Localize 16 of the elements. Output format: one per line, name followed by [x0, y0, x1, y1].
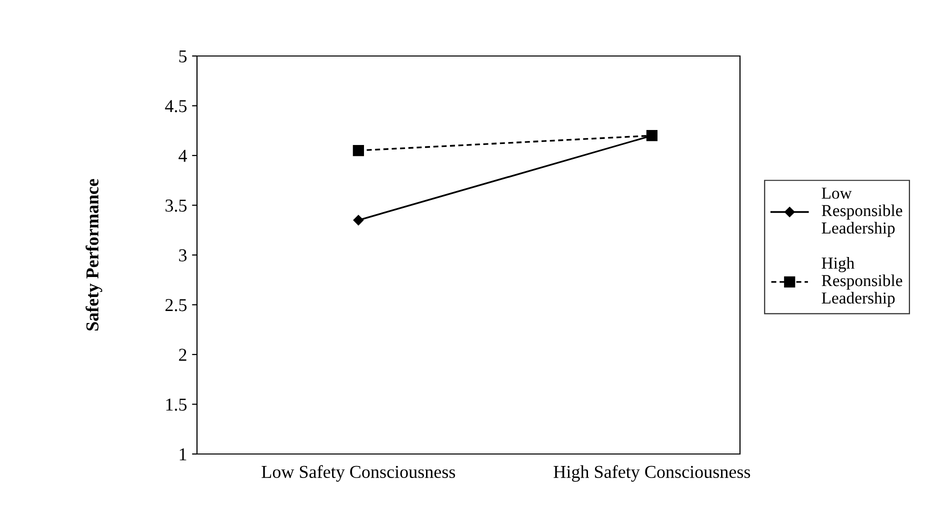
y-tick-label: 2 — [179, 348, 186, 361]
x-tick-label: High Safety Consciousness — [554, 465, 750, 482]
legend-label: High Responsible Leadership — [822, 257, 902, 308]
point — [353, 215, 364, 226]
y-tick-label: 3.5 — [166, 200, 187, 212]
y-tick-label: 2.5 — [166, 299, 187, 312]
y-tick-label: 5 — [179, 50, 187, 62]
y-tick-label: 3 — [179, 249, 187, 262]
y-tick-label: 4.5 — [165, 100, 187, 112]
legend-label: Low Responsible Leadership — [822, 188, 902, 238]
point — [352, 144, 364, 156]
y-tick-label: 4 — [178, 150, 187, 162]
y-axis-title: Safety Performance — [86, 179, 102, 330]
y-tick-label: 1 — [180, 448, 186, 460]
y-tick-label: 1.5 — [166, 398, 187, 411]
x-tick-label: Low Safety Consciousness — [262, 465, 456, 482]
